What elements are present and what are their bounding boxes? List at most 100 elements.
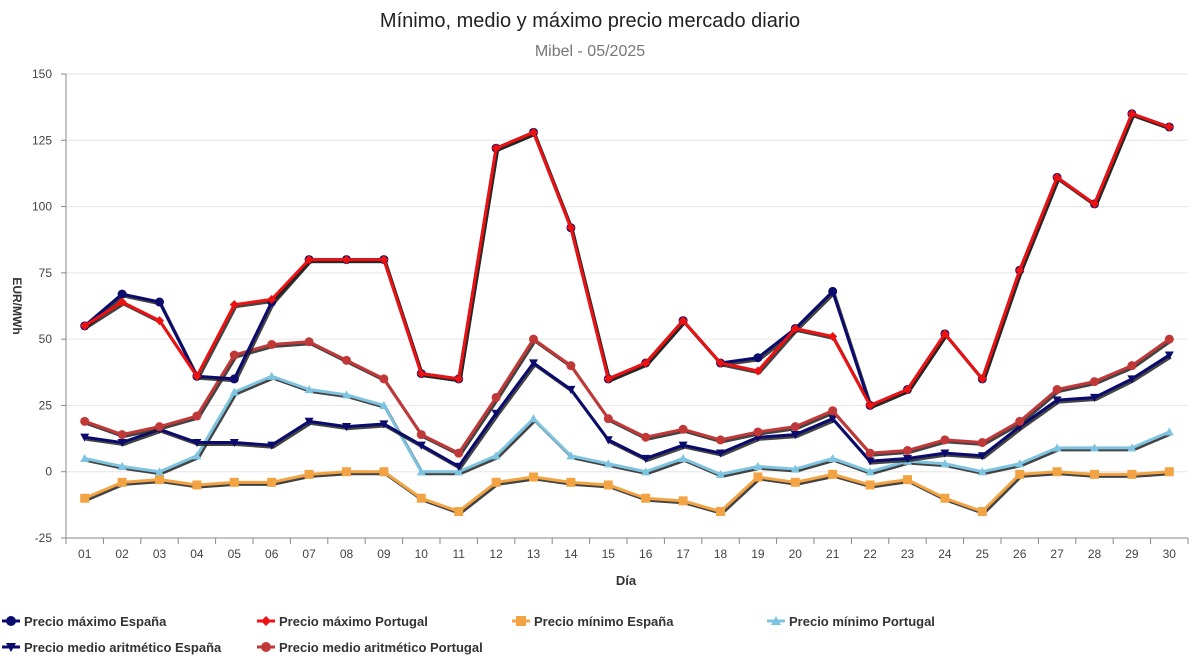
x-tick-label: 09 xyxy=(377,547,391,561)
data-point xyxy=(342,423,351,432)
data-point xyxy=(678,453,688,463)
data-point xyxy=(261,642,271,652)
data-point xyxy=(716,506,725,516)
data-point xyxy=(117,297,127,307)
data-point xyxy=(716,358,725,368)
data-point xyxy=(716,469,725,478)
y-tick-label: -25 xyxy=(35,531,53,545)
series-line xyxy=(83,112,1170,407)
legend-item[interactable]: Precio medio aritmético España xyxy=(2,640,222,655)
legend-label: Precio máximo Portugal xyxy=(279,614,428,629)
y-tick-label: 50 xyxy=(39,332,53,346)
data-point xyxy=(678,441,688,450)
legend-item[interactable]: Precio máximo Portugal xyxy=(257,614,428,629)
y-tick-label: 0 xyxy=(45,465,52,479)
legend-item[interactable]: Precio mínimo Portugal xyxy=(767,614,935,629)
data-point xyxy=(304,337,314,347)
data-point xyxy=(117,461,127,471)
data-point xyxy=(977,438,987,448)
data-point xyxy=(940,449,950,458)
data-point xyxy=(192,438,202,448)
data-point xyxy=(828,453,838,463)
data-point xyxy=(678,496,688,506)
data-point xyxy=(379,255,389,265)
data-point xyxy=(342,467,351,477)
legend-label: Precio mínimo España xyxy=(534,614,674,629)
data-point xyxy=(753,353,763,363)
data-point xyxy=(529,359,538,368)
legend-label: Precio máximo España xyxy=(24,614,167,629)
data-point xyxy=(267,441,277,450)
data-point xyxy=(790,324,800,334)
data-point xyxy=(641,467,651,476)
data-point xyxy=(903,454,912,463)
data-point xyxy=(529,414,538,423)
data-point xyxy=(454,467,464,476)
legend-item[interactable]: Precio mínimo España xyxy=(512,614,674,629)
data-point xyxy=(603,459,613,468)
data-point xyxy=(80,453,90,463)
data-point xyxy=(192,451,202,460)
data-point xyxy=(940,435,950,445)
x-tick-label: 28 xyxy=(1088,547,1102,561)
series-precio-m-ximo-espa-a xyxy=(80,109,1174,410)
y-tick-label: 150 xyxy=(32,67,52,81)
x-tick-label: 27 xyxy=(1050,547,1064,561)
data-point xyxy=(1127,375,1137,384)
data-point xyxy=(155,316,164,326)
data-point xyxy=(379,467,389,477)
x-tick-label: 22 xyxy=(863,547,877,561)
data-point xyxy=(1164,334,1174,344)
data-point xyxy=(454,374,464,384)
data-point xyxy=(6,616,16,626)
data-point xyxy=(753,427,763,437)
data-point xyxy=(865,448,875,458)
x-axis-label: Día xyxy=(616,573,637,588)
x-tick-label: 29 xyxy=(1125,547,1139,561)
series-precio-m-nimo-portugal xyxy=(80,371,1174,478)
legend-item[interactable]: Precio medio aritmético Portugal xyxy=(257,640,483,655)
data-point xyxy=(416,369,426,379)
data-point xyxy=(603,374,613,384)
data-point xyxy=(379,400,389,410)
data-point xyxy=(1164,427,1174,436)
data-point xyxy=(771,616,781,625)
x-tick-label: 10 xyxy=(415,547,429,561)
y-tick-label: 75 xyxy=(39,266,53,280)
x-tick-label: 05 xyxy=(228,547,242,561)
series-shadow xyxy=(85,114,1172,409)
chart-title: Mínimo, medio y máximo precio mercado di… xyxy=(380,10,800,32)
data-point xyxy=(1127,109,1137,119)
data-point xyxy=(416,430,426,440)
data-point xyxy=(342,255,351,265)
x-tick-label: 17 xyxy=(676,547,690,561)
data-point xyxy=(1015,265,1025,275)
x-tick-label: 13 xyxy=(527,547,541,561)
data-point xyxy=(828,406,838,416)
series-precio-medio-aritm-tico-espa-a xyxy=(80,351,1174,471)
y-tick-label: 125 xyxy=(32,133,52,147)
data-point xyxy=(416,467,426,476)
data-point xyxy=(155,475,164,485)
data-point xyxy=(117,430,127,440)
data-point xyxy=(828,469,838,479)
data-point xyxy=(1015,416,1025,426)
data-point xyxy=(80,416,90,426)
data-point xyxy=(977,506,987,516)
legend-item[interactable]: Precio máximo España xyxy=(2,614,167,629)
x-tick-label: 18 xyxy=(714,547,728,561)
x-tick-label: 21 xyxy=(826,547,840,561)
y-axis-label: EUR/MWh xyxy=(10,277,24,334)
series-precio-m-ximo-portugal xyxy=(80,109,1174,410)
data-point xyxy=(716,435,725,445)
data-point xyxy=(261,616,271,626)
series-line xyxy=(83,112,1170,407)
data-point xyxy=(603,414,613,424)
x-tick-label: 20 xyxy=(789,547,803,561)
x-tick-label: 02 xyxy=(115,547,129,561)
x-tick-label: 08 xyxy=(340,547,354,561)
legend-label: Precio mínimo Portugal xyxy=(789,614,935,629)
legend-label: Precio medio aritmético España xyxy=(24,640,222,655)
data-point xyxy=(516,616,526,626)
